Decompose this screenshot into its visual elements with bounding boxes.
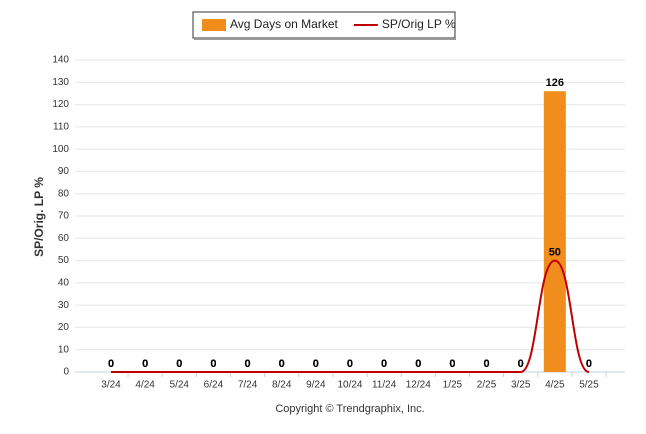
- x-tick-label: 4/24: [135, 380, 155, 391]
- data-label: 0: [586, 358, 592, 370]
- x-tick-label: 10/24: [337, 380, 362, 391]
- x-tick-label: 1/25: [443, 380, 463, 391]
- x-tick-label: 8/24: [272, 380, 292, 391]
- y-tick-label: 40: [58, 277, 70, 288]
- data-label: 50: [549, 246, 561, 258]
- data-label: 0: [210, 358, 216, 370]
- data-label: 0: [449, 358, 455, 370]
- data-label: 0: [108, 358, 114, 370]
- y-tick-label: 130: [52, 77, 69, 88]
- y-tick-label: 80: [58, 188, 70, 199]
- data-label: 0: [347, 358, 353, 370]
- y-tick-label: 50: [58, 255, 70, 266]
- data-label: 0: [483, 358, 489, 370]
- x-tick-label: 12/24: [406, 380, 431, 391]
- y-tick-label: 60: [58, 233, 70, 244]
- data-label: 0: [176, 358, 182, 370]
- line: [111, 259, 590, 373]
- data-label: 0: [415, 358, 421, 370]
- y-tick-label: 20: [58, 322, 70, 333]
- y-tick-label: 90: [58, 166, 70, 177]
- data-label: 0: [449, 358, 455, 370]
- y-tick-label: 110: [53, 121, 69, 132]
- x-tick-label: 4/25: [545, 380, 565, 391]
- data-label: 0: [483, 358, 489, 370]
- data-label: 0: [142, 358, 148, 370]
- y-tick-label: 0: [63, 367, 69, 378]
- data-label: 0: [279, 358, 285, 370]
- x-tick-label: 5/24: [170, 380, 190, 391]
- data-label: 0: [244, 358, 250, 370]
- x-tick-label: 3/25: [511, 380, 531, 391]
- x-tick-label: 2/25: [477, 380, 497, 391]
- x-tick-label: 9/24: [306, 380, 326, 391]
- legend-swatch: [202, 19, 226, 31]
- y-tick-label: 30: [58, 300, 70, 311]
- x-tick-label: 5/25: [579, 380, 599, 391]
- legend-label: Avg Days on Market: [230, 17, 338, 31]
- data-label: 0: [142, 358, 148, 370]
- y-tick-label: 70: [58, 211, 70, 222]
- data-label: 0: [586, 358, 592, 370]
- x-tick-label: 7/24: [238, 380, 258, 391]
- data-label: 0: [381, 358, 387, 370]
- legend-label: SP/Orig LP %: [382, 17, 456, 31]
- data-label: 0: [210, 358, 216, 370]
- data-label: 0: [244, 358, 250, 370]
- data-label: 0: [279, 358, 285, 370]
- x-tick-label: 3/24: [101, 380, 121, 391]
- x-tick-label: 6/24: [204, 380, 224, 391]
- y-axis-title: SP/Orig. LP %: [32, 177, 46, 257]
- data-label: 0: [313, 358, 319, 370]
- y-tick-label: 140: [52, 55, 69, 66]
- y-tick-label: 10: [58, 344, 70, 355]
- data-label: 0: [108, 358, 114, 370]
- data-label: 0: [518, 358, 524, 370]
- bar: [543, 91, 566, 372]
- data-label: 0: [381, 358, 387, 370]
- legend-box: [192, 11, 456, 39]
- y-tick-label: 120: [52, 99, 69, 110]
- data-label: 0: [347, 358, 353, 370]
- data-label: 0: [176, 358, 182, 370]
- data-label: 0: [518, 358, 524, 370]
- x-tick-label: 11/24: [372, 380, 397, 391]
- footer: Copyright © Trendgraphix, Inc.: [275, 403, 424, 415]
- data-label: 0: [313, 358, 319, 370]
- y-tick-label: 100: [52, 144, 69, 155]
- data-label: 0: [415, 358, 421, 370]
- data-label: 126: [546, 77, 564, 89]
